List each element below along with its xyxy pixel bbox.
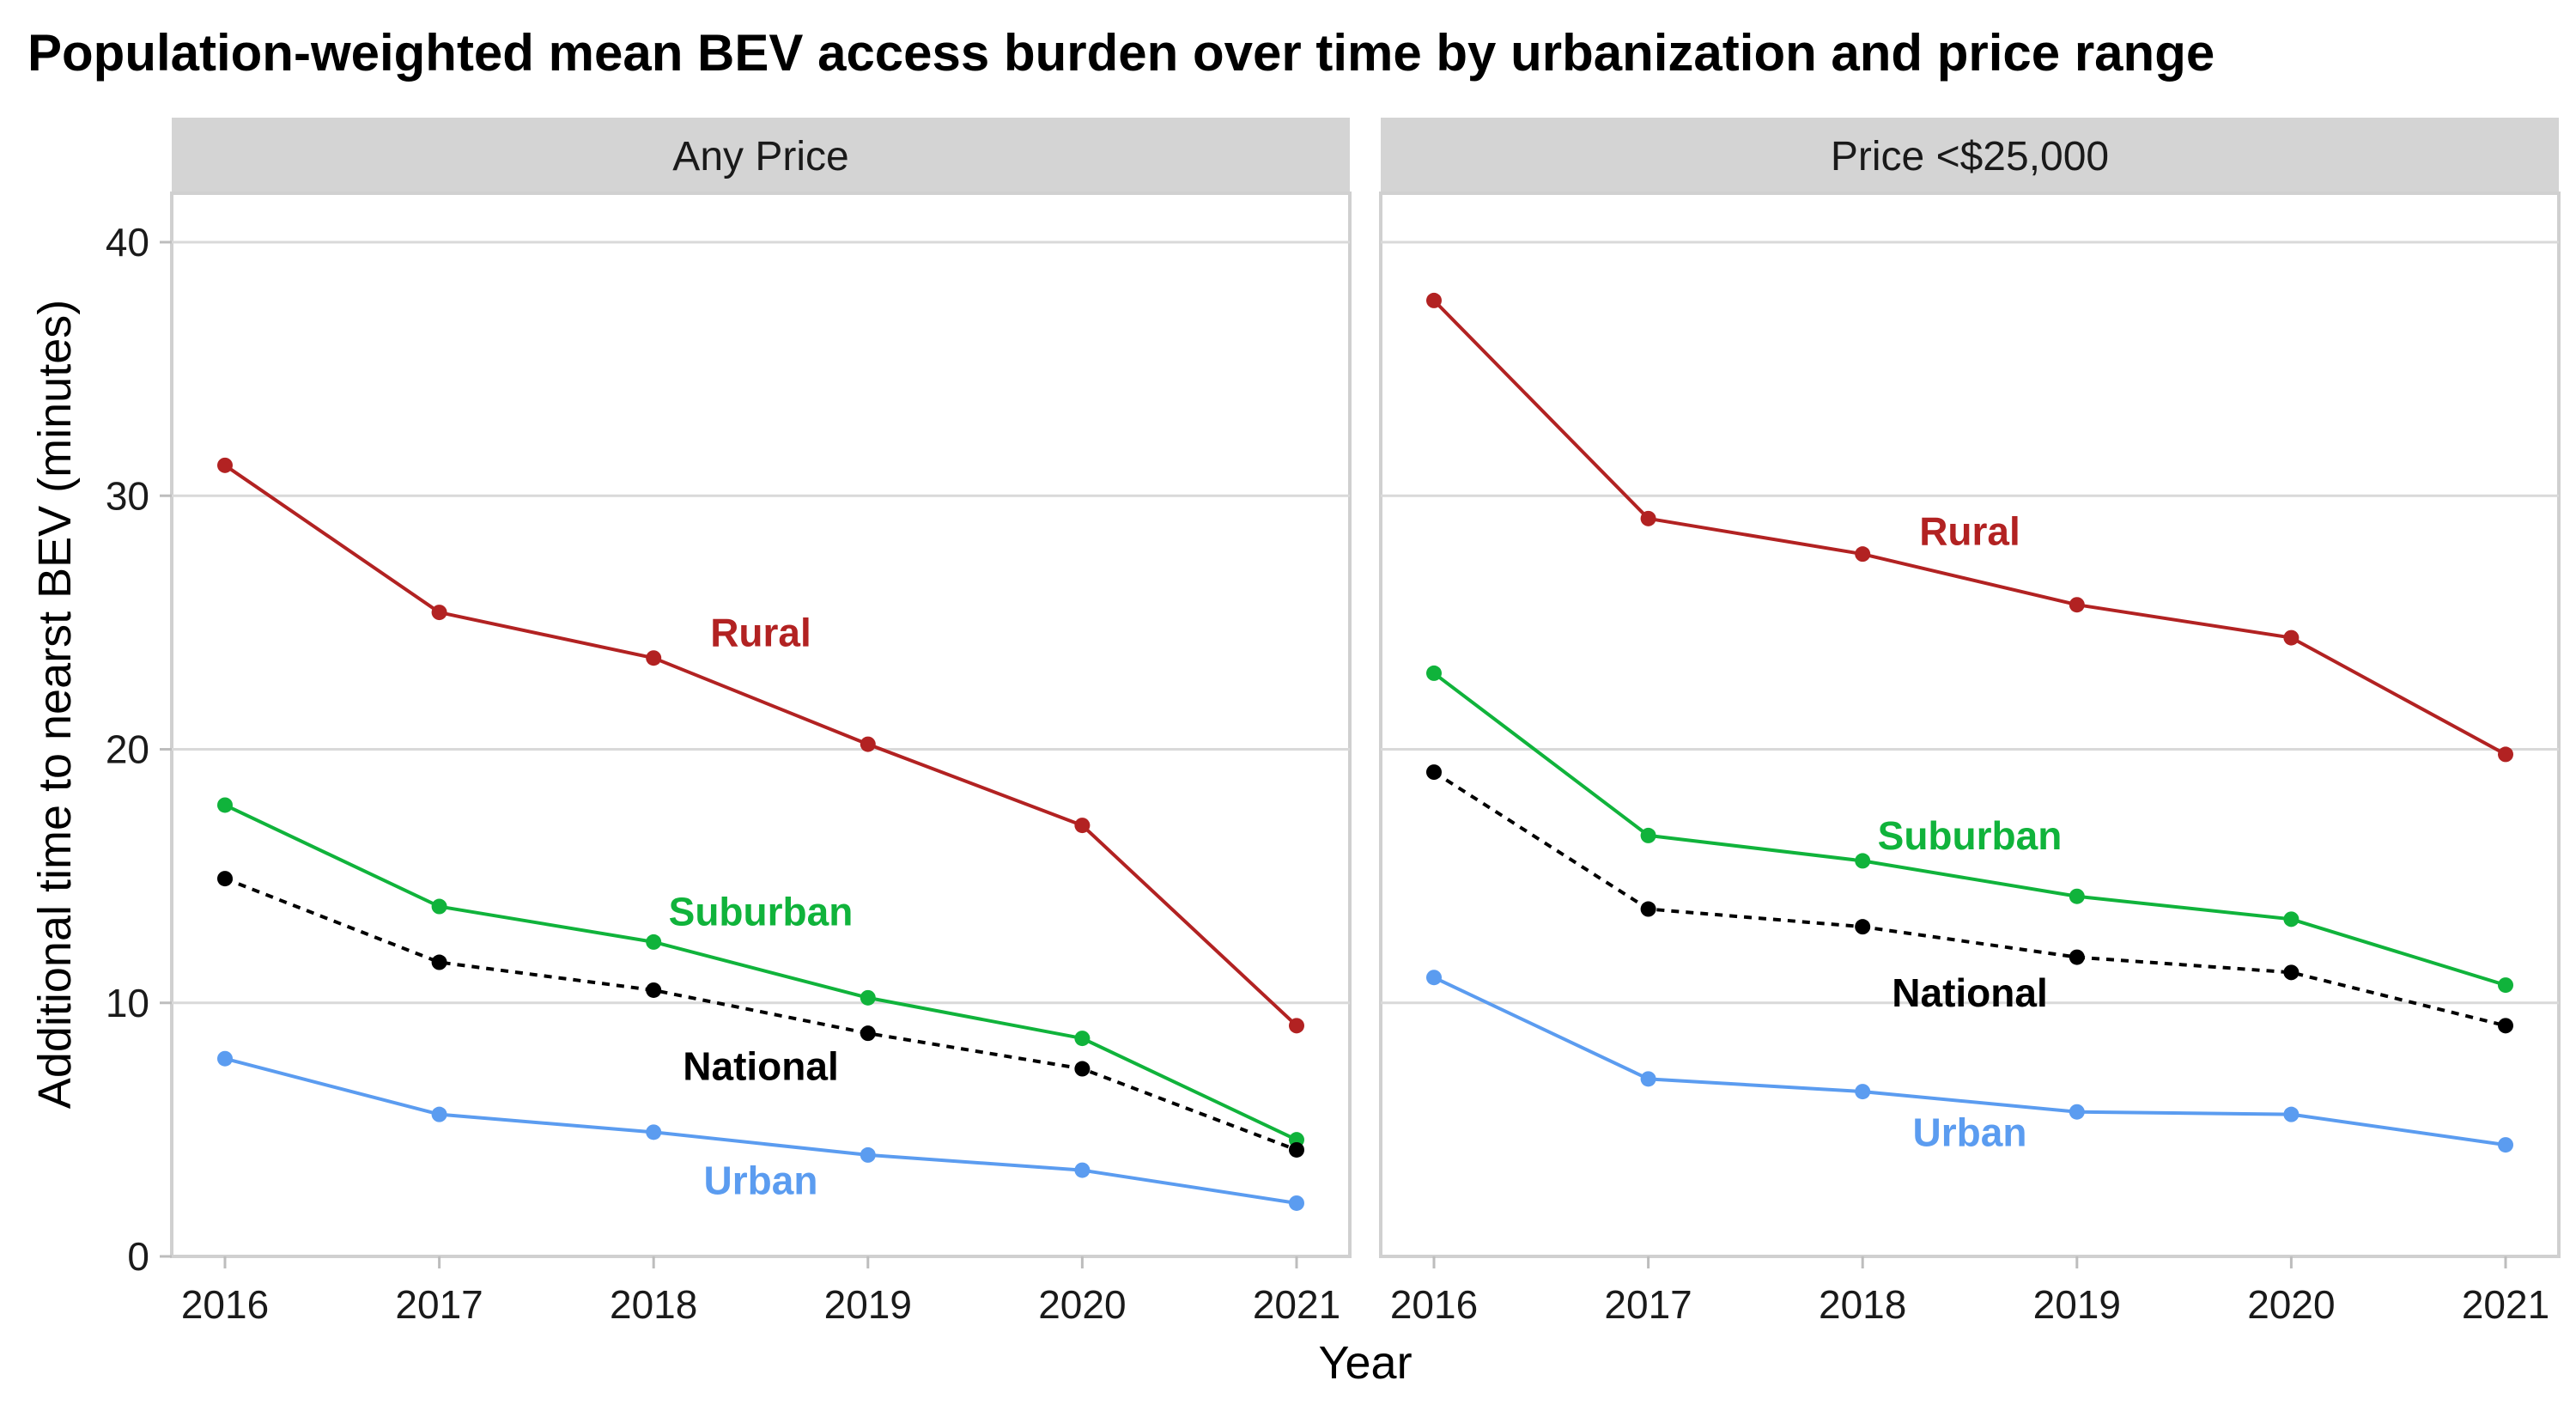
point-suburban [1640, 827, 1656, 843]
point-urban [1289, 1195, 1304, 1211]
series-line-urban [1433, 976, 2506, 1147]
point-rural [2283, 629, 2300, 646]
point-urban [2283, 1106, 2300, 1122]
point-urban [860, 1146, 876, 1163]
point-suburban [1074, 1031, 1091, 1047]
x-tick-label: 2019 [2033, 1282, 2121, 1327]
x-tick-label: 2016 [1390, 1282, 1478, 1327]
point-urban [1426, 970, 1442, 986]
plot-area [1379, 192, 2561, 1258]
series-label-national: National [1892, 970, 2047, 1015]
point-rural [1855, 546, 1871, 563]
x-tick-label: 2020 [2247, 1282, 2335, 1327]
x-tick-label: 2021 [1253, 1282, 1340, 1327]
panel-strip-label: Price <$25,000 [1831, 134, 2109, 179]
x-tick-label: 2016 [181, 1282, 269, 1327]
series-line-suburban [1432, 672, 2506, 987]
series-line-national [1432, 770, 2506, 1028]
point-national [2283, 964, 2300, 981]
x-tick-label: 2020 [1038, 1282, 1126, 1327]
point-rural [2069, 597, 2085, 613]
series-label-national: National [683, 1044, 838, 1089]
series-label-urban: Urban [704, 1158, 818, 1202]
series-line-national [224, 877, 1297, 1152]
x-tick-label: 2018 [610, 1282, 697, 1327]
point-national [1640, 901, 1656, 917]
x-tick-label: 2018 [1819, 1282, 1906, 1327]
point-urban [1855, 1084, 1871, 1100]
point-rural [646, 650, 662, 666]
panels: Any Price 2016 2017 2018 2019 2020 2021 0 10 20 30… [106, 118, 2561, 1327]
point-suburban [646, 934, 662, 950]
point-national [217, 871, 233, 887]
point-suburban [217, 797, 233, 813]
panel-strip [172, 118, 1350, 193]
series-label-rural: Rural [710, 611, 811, 655]
x-tick-label: 2017 [395, 1282, 483, 1327]
panel-strip-label: Any Price [672, 134, 848, 179]
point-suburban [2069, 888, 2085, 904]
point-rural [860, 736, 876, 752]
x-tick-label: 2019 [824, 1282, 912, 1327]
point-rural [431, 605, 447, 621]
point-rural [1426, 292, 1442, 308]
panel-2: Price <$25,000 2016 2017 2018 2019 2020 2021 Ru… [1379, 118, 2561, 1327]
point-suburban [2283, 911, 2300, 927]
chart-title: Population-weighted mean BEV access burd… [27, 24, 2215, 82]
series-label-urban: Urban [1913, 1110, 2027, 1154]
y-tick-label: 30 [106, 473, 149, 518]
point-urban [2069, 1104, 2085, 1120]
y-tick-label: 40 [106, 220, 149, 265]
x-tick-label: 2021 [2462, 1282, 2549, 1327]
series-label-suburban: Suburban [669, 889, 854, 934]
series-line-urban [224, 1056, 1297, 1205]
point-national [1074, 1061, 1091, 1077]
point-urban [1074, 1162, 1091, 1178]
point-urban [2498, 1137, 2513, 1153]
point-suburban [1855, 853, 1871, 869]
point-rural [1640, 510, 1656, 526]
point-national [860, 1025, 876, 1042]
point-national [2498, 1018, 2513, 1034]
point-national [646, 982, 662, 998]
point-national [431, 954, 447, 970]
point-suburban [1426, 665, 1442, 681]
point-urban [1640, 1071, 1656, 1087]
point-rural [1289, 1018, 1304, 1034]
point-rural [2498, 746, 2513, 763]
panel-strip [1381, 118, 2559, 193]
point-national [1426, 764, 1442, 781]
series-label-rural: Rural [1919, 509, 2020, 554]
point-national [2069, 949, 2085, 965]
series-label-suburban: Suburban [1878, 813, 2063, 858]
point-suburban [860, 989, 876, 1006]
y-tick-label: 20 [106, 727, 149, 772]
point-suburban [431, 898, 447, 915]
point-national [1855, 919, 1871, 935]
plot-area [170, 192, 1352, 1258]
series-line-rural [1432, 299, 2506, 757]
point-urban [646, 1124, 662, 1140]
x-tick-label: 2017 [1604, 1282, 1692, 1327]
series-line-rural [223, 464, 1298, 1027]
y-tick-label: 0 [127, 1234, 149, 1279]
point-rural [1074, 818, 1091, 834]
point-national [1289, 1141, 1304, 1158]
x-axis-title: Year [1318, 1337, 1412, 1389]
point-suburban [2498, 977, 2513, 994]
point-urban [217, 1050, 233, 1067]
y-axis-title: Additional time to nearst BEV (minutes) [29, 300, 81, 1109]
y-tick-label: 10 [106, 981, 149, 1025]
point-urban [431, 1106, 447, 1122]
point-rural [217, 457, 233, 473]
panel-1: Any Price 2016 2017 2018 2019 2020 2021 0 10 20 30… [106, 118, 1352, 1327]
series-line-suburban [224, 803, 1297, 1141]
